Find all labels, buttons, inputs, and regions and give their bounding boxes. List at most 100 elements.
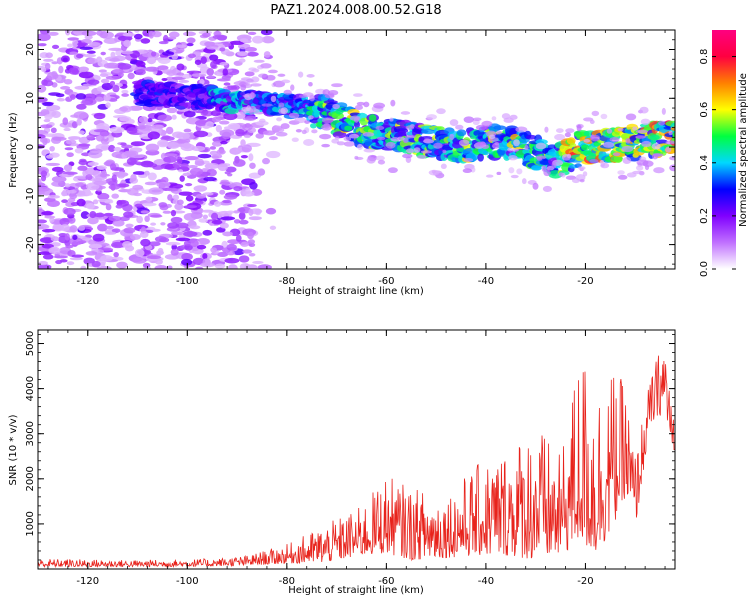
spectrogram-noise-blob bbox=[535, 142, 547, 150]
spectrogram-noise-blob bbox=[233, 159, 246, 167]
spectrogram-y-axis-label: Frequency (Hz) bbox=[8, 112, 19, 188]
spectrogram-noise-blob bbox=[109, 126, 125, 134]
spectrogram-noise-blob bbox=[148, 241, 161, 247]
spectrogram-noise-blob bbox=[65, 244, 74, 249]
spectrogram-noise-blob bbox=[183, 212, 198, 221]
spectrogram-noise-blob bbox=[88, 150, 103, 159]
spectrogram-noise-blob bbox=[222, 199, 232, 204]
spectrogram-noise-blob bbox=[532, 182, 539, 190]
spectrogram-noise-blob bbox=[576, 124, 582, 132]
spectrogram-noise-blob bbox=[100, 51, 106, 56]
spectrogram-noise-blob bbox=[160, 176, 169, 184]
spectrogram-noise-blob bbox=[262, 130, 276, 136]
spectrogram-noise-blob bbox=[481, 144, 490, 150]
spectrogram-noise-blob bbox=[217, 251, 229, 258]
spectrogram-noise-blob bbox=[463, 157, 474, 162]
spectrogram-noise-blob bbox=[507, 147, 513, 152]
spectrogram-noise-blob bbox=[239, 38, 249, 43]
spectrogram-noise-blob bbox=[321, 143, 331, 148]
spectrogram-noise-blob bbox=[51, 175, 67, 183]
spectrogram-noise-blob bbox=[257, 264, 272, 269]
spectrogram-signal-blob bbox=[649, 134, 660, 141]
spectrogram-noise-blob bbox=[40, 109, 50, 117]
spectrogram-noise-blob bbox=[651, 143, 661, 150]
spectrogram-noise-blob bbox=[78, 160, 89, 166]
spectrogram-noise-blob bbox=[134, 203, 144, 208]
spectrogram-noise-blob bbox=[202, 192, 214, 196]
spectrogram-noise-blob bbox=[238, 211, 246, 220]
spectrogram-noise-blob bbox=[60, 86, 71, 90]
spectrogram-noise-blob bbox=[263, 51, 271, 58]
spectrogram-noise-blob bbox=[109, 58, 121, 62]
spectrogram-noise-blob bbox=[111, 228, 121, 233]
spectrogram-noise-blob bbox=[76, 118, 82, 126]
spectrogram-noise-blob bbox=[265, 74, 276, 81]
spectrogram-noise-blob bbox=[298, 71, 304, 78]
spectrogram-noise-blob bbox=[154, 236, 167, 243]
spectrogram-noise-blob bbox=[183, 230, 198, 237]
spectrogram-noise-blob bbox=[252, 260, 264, 264]
spectrogram-noise-blob bbox=[170, 216, 183, 224]
spectrogram-noise-blob bbox=[140, 210, 150, 214]
spectrogram-noise-blob bbox=[71, 121, 78, 129]
spectrogram-noise-blob bbox=[160, 222, 166, 226]
spectrogram-noise-blob bbox=[128, 105, 143, 111]
snr-y-axis-label: SNR (10 * v/v) bbox=[8, 414, 19, 485]
spectrogram-noise-blob bbox=[93, 180, 107, 186]
y-tick-label: 2000 bbox=[25, 466, 36, 491]
spectrogram-noise-blob bbox=[186, 42, 194, 47]
spectrogram-noise-blob bbox=[40, 124, 53, 129]
colorbar-tick-label: 0.2 bbox=[699, 208, 710, 224]
spectrogram-noise-blob bbox=[295, 129, 302, 133]
spectrogram-noise-blob bbox=[219, 120, 230, 125]
spectrogram-noise-blob bbox=[112, 219, 125, 227]
spectrogram-noise-blob bbox=[177, 169, 184, 173]
spectrogram-noise-blob bbox=[200, 262, 215, 268]
x-tick-label: -20 bbox=[577, 576, 593, 587]
colorbar-tick: 0.8 bbox=[699, 49, 736, 65]
spectrogram-noise-blob bbox=[247, 231, 254, 240]
spectrogram-noise-blob bbox=[658, 120, 666, 126]
spectrogram-noise-blob bbox=[38, 219, 48, 224]
colorbar-tick: 0.0 bbox=[699, 261, 736, 277]
spectrogram-noise-blob bbox=[77, 143, 91, 147]
spectrogram-noise-blob bbox=[219, 181, 231, 186]
spectrogram-noise-blob bbox=[640, 118, 651, 125]
spectrogram-noise-blob bbox=[96, 56, 103, 64]
spectrogram-noise-blob bbox=[38, 186, 50, 192]
spectrogram-noise-blob bbox=[138, 116, 149, 124]
spectrogram-signal-blob bbox=[313, 110, 320, 118]
spectrogram-noise-blob bbox=[117, 71, 124, 78]
spectrogram-noise-blob bbox=[165, 126, 174, 135]
spectrogram-noise-blob bbox=[280, 79, 291, 84]
spectrogram-noise-blob bbox=[80, 265, 87, 269]
spectrogram-signal-blob bbox=[530, 165, 542, 171]
spectrogram-noise-blob bbox=[47, 199, 60, 207]
spectrogram-noise-blob bbox=[375, 155, 385, 161]
spectrogram-noise-blob bbox=[139, 231, 149, 238]
spectrogram-noise-blob bbox=[78, 225, 86, 231]
spectrogram-noise-blob bbox=[579, 179, 585, 183]
spectrogram-noise-blob bbox=[38, 224, 50, 230]
spectrogram-noise-blob bbox=[162, 34, 169, 43]
spectrogram-noise-blob bbox=[46, 104, 61, 112]
spectrogram-noise-blob bbox=[42, 102, 54, 107]
spectrogram-noise-blob bbox=[38, 144, 46, 149]
spectrogram-noise-blob bbox=[236, 51, 249, 57]
spectrogram-noise-blob bbox=[240, 139, 246, 147]
spectrogram-noise-blob bbox=[268, 136, 278, 141]
spectrogram-noise-blob bbox=[63, 127, 71, 132]
spectrogram-noise-blob bbox=[85, 251, 98, 256]
spectrogram-noise-blob bbox=[71, 39, 79, 48]
spectrogram-noise-blob bbox=[61, 55, 70, 63]
spectrogram-noise-blob bbox=[103, 62, 116, 69]
spectrogram-noise-blob bbox=[162, 210, 172, 214]
spectrogram-noise-blob bbox=[64, 147, 74, 151]
spectrogram-noise-blob bbox=[362, 132, 375, 137]
spectrogram-x-axis-label: Height of straight line (km) bbox=[288, 286, 424, 297]
spectrogram-noise-blob bbox=[65, 139, 77, 145]
spectrogram-noise-blob bbox=[97, 223, 108, 232]
spectrogram-noise-blob bbox=[622, 157, 632, 164]
spectrogram-noise-blob bbox=[248, 216, 262, 221]
x-tick-label: -120 bbox=[76, 576, 99, 587]
